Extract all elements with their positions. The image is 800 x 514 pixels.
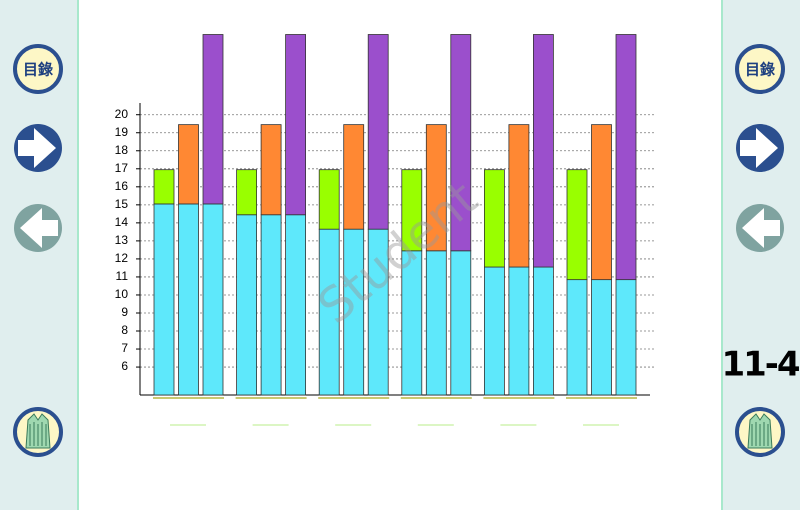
home-button[interactable] <box>735 407 785 457</box>
bar-segment <box>285 34 307 216</box>
bar-segment <box>260 124 282 216</box>
bar-segment <box>343 124 365 230</box>
bar-segment <box>260 214 282 396</box>
toc-button[interactable]: 目錄 <box>13 44 63 94</box>
bar-segment <box>202 203 224 396</box>
bar-segment <box>566 169 588 281</box>
toc-label: 目錄 <box>745 61 775 79</box>
y-tick-label: 12 <box>115 251 129 265</box>
bar-segment <box>591 279 612 396</box>
toc-button[interactable]: 目錄 <box>735 44 785 94</box>
bar-segment <box>401 169 423 252</box>
bar-segment <box>591 124 612 281</box>
page-number: 11-4 <box>721 345 799 385</box>
y-tick-label: 8 <box>121 323 128 337</box>
y-tick-label: 20 <box>115 107 129 121</box>
y-tick-label: 15 <box>115 197 129 211</box>
bar-segment <box>533 266 554 396</box>
bar-segment <box>483 266 505 396</box>
y-tick-label: 7 <box>121 341 128 355</box>
bar-segment <box>202 34 224 205</box>
bar-segment <box>236 169 258 216</box>
chart: 6 7 8 9 10 11 12 13 14 15 16 17 18 19 20 <box>115 34 655 426</box>
bar-segment <box>178 124 199 205</box>
next-button[interactable] <box>736 124 784 172</box>
bar-segment <box>153 203 175 396</box>
toc-label: 目錄 <box>23 61 53 79</box>
bar-segment <box>367 34 389 230</box>
bar-segment <box>566 279 588 396</box>
y-tick-label: 16 <box>115 179 129 193</box>
y-tick-label: 17 <box>115 161 129 175</box>
bar-segment <box>533 34 554 268</box>
bar-segment <box>508 124 530 268</box>
y-tick-label: 6 <box>121 359 128 373</box>
home-button[interactable] <box>13 407 63 457</box>
y-tick-label: 19 <box>115 125 129 139</box>
y-tick-label: 18 <box>115 143 129 157</box>
bar-segment <box>425 124 447 252</box>
bar-segment <box>508 266 530 396</box>
bar-segment <box>615 34 637 281</box>
bar-segment <box>318 169 340 230</box>
y-tick-label: 9 <box>121 305 128 319</box>
next-button[interactable] <box>14 124 62 172</box>
prev-button[interactable] <box>736 204 784 252</box>
bar-segment <box>450 34 472 252</box>
bar-segment <box>178 203 199 396</box>
prev-button[interactable] <box>14 204 62 252</box>
bar-segment <box>153 169 175 205</box>
bar-segment <box>236 214 258 396</box>
bar-segment <box>483 169 505 268</box>
bar-segment <box>450 250 472 396</box>
y-tick-label: 10 <box>115 287 129 301</box>
bar-segment <box>425 250 447 396</box>
bar-segment <box>285 214 307 396</box>
y-tick-label: 13 <box>115 233 129 247</box>
y-tick-label: 14 <box>115 215 129 229</box>
bar-segment <box>615 279 637 396</box>
y-tick-label: 11 <box>116 269 129 283</box>
